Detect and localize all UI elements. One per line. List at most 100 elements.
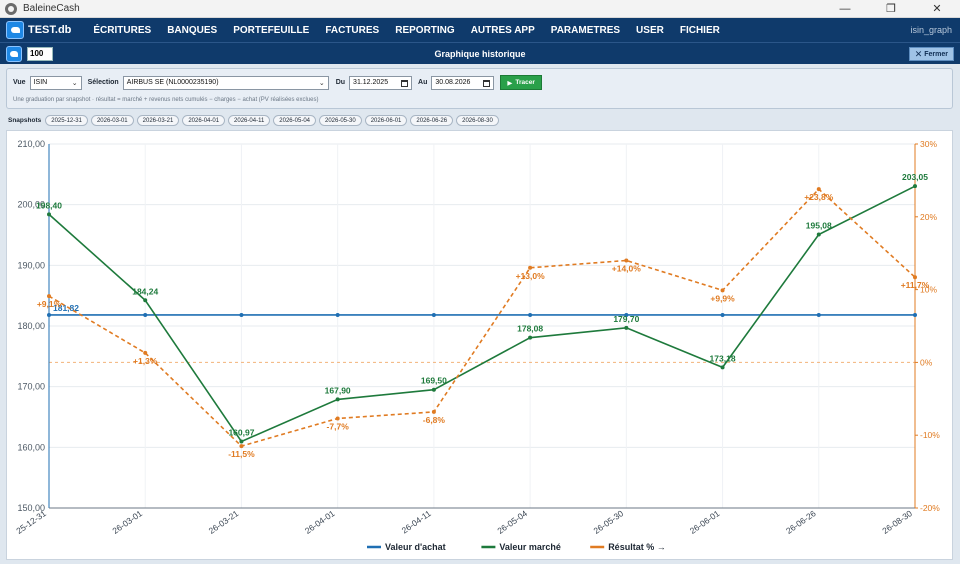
data-label: 195,08 — [806, 221, 832, 231]
date-from-value: 31.12.2025 — [353, 79, 389, 86]
data-label: +11,7% — [901, 280, 930, 290]
snapshot-chip[interactable]: 2026-06-26 — [410, 115, 454, 126]
legend-label: Valeur d'achat — [385, 542, 446, 552]
maximize-button[interactable]: ❐ — [886, 3, 896, 15]
data-label: +1,3% — [133, 356, 158, 366]
menu-banques[interactable]: BANQUES — [167, 24, 218, 36]
data-point — [431, 312, 436, 317]
data-point — [47, 312, 51, 317]
legend-label: Valeur marché — [499, 542, 561, 552]
x-tick-label: 26-04-01 — [303, 508, 337, 536]
x-tick-label: 26-06-26 — [784, 508, 818, 536]
date-from-input[interactable]: 31.12.2025 — [349, 75, 413, 90]
du-label: Du — [335, 79, 346, 86]
data-point — [143, 312, 148, 317]
snapshot-chip[interactable]: 2026-04-11 — [228, 115, 271, 126]
x-tick-label: 26-05-30 — [592, 508, 626, 536]
snapshot-chip[interactable]: 2026-05-30 — [319, 115, 362, 126]
data-point — [624, 325, 629, 330]
menu-factures[interactable]: FACTURES — [325, 24, 380, 36]
y-right-tick-label: -10% — [920, 430, 940, 440]
y-left-tick-label: 190,00 — [17, 260, 45, 270]
db-logo[interactable]: TEST.db — [6, 21, 71, 39]
data-point — [239, 312, 244, 317]
data-label: 179,70 — [613, 314, 639, 324]
trace-button[interactable]: ▶ Tracer — [500, 75, 542, 90]
date-to-value: 30.08.2026 — [435, 79, 471, 86]
data-label: +9,9% — [710, 293, 735, 303]
data-point — [913, 184, 917, 189]
chart-hint: Une graduation par snapshot · résultat =… — [13, 97, 319, 103]
calendar-icon[interactable] — [483, 79, 491, 87]
data-label: +23,8% — [804, 192, 834, 202]
data-point — [720, 312, 725, 317]
vue-label: Vue — [13, 79, 26, 86]
snapshot-chip[interactable]: 2026-04-01 — [182, 115, 226, 126]
snapshot-chip[interactable]: 2026-03-01 — [90, 115, 134, 126]
zoom-input[interactable]: 100 — [27, 46, 53, 61]
data-point — [47, 294, 51, 299]
vue-select[interactable]: ISIN ⌄ — [29, 75, 82, 90]
x-tick-label: 26-03-01 — [110, 508, 144, 536]
selection-label: Sélection — [87, 79, 119, 86]
data-label: 203,05 — [902, 172, 928, 182]
menu-reporting[interactable]: REPORTING — [395, 24, 455, 36]
y-left-tick-label: 170,00 — [17, 382, 45, 392]
menu-parametres[interactable]: PARAMETRES — [550, 24, 621, 36]
close-page-button[interactable]: ✕ Fermer — [908, 47, 954, 61]
data-label: 169,50 — [421, 376, 447, 386]
page-title: Graphique historique — [434, 48, 526, 59]
series-line — [48, 185, 916, 443]
menu-ecritures[interactable]: ÉCRITURES — [93, 24, 152, 36]
vue-select-value: ISIN — [33, 79, 48, 86]
data-point — [528, 312, 533, 317]
data-label: 173,18 — [710, 353, 736, 363]
data-label: 160,97 — [228, 427, 254, 437]
y-left-tick-label: 150,00 — [17, 503, 45, 513]
au-label: Au — [418, 79, 428, 86]
y-left-tick-label: 160,00 — [17, 442, 45, 452]
menu-portefeuille[interactable]: PORTEFEUILLE — [233, 24, 310, 36]
data-point — [335, 397, 340, 402]
data-point — [913, 312, 917, 317]
date-to-input[interactable]: 30.08.2026 — [431, 75, 495, 90]
menu-autres-app[interactable]: AUTRES APP — [470, 24, 535, 36]
data-label: +14,0% — [612, 263, 642, 273]
snapshot-chip[interactable]: 2025-12-31 — [45, 115, 88, 126]
data-point — [913, 275, 917, 280]
data-point — [239, 439, 244, 444]
snapshot-chip[interactable]: 2026-05-04 — [273, 115, 316, 126]
data-label: -11,5% — [228, 449, 255, 459]
data-label: 184,24 — [132, 286, 158, 296]
filter-panel: Vue ISIN ⌄ Sélection AIRBUS SE (NL000023… — [6, 68, 953, 109]
data-point — [528, 265, 533, 270]
data-label: -6,8% — [423, 415, 446, 425]
snapshot-chip[interactable]: 2026-06-01 — [364, 115, 408, 126]
menu-fichier[interactable]: FICHIER — [679, 24, 720, 36]
y-left-tick-label: 200,00 — [17, 200, 45, 210]
selection-select[interactable]: AIRBUS SE (NL0000235190) ⌄ — [122, 75, 329, 90]
db-name: TEST.db — [28, 24, 72, 36]
data-point — [624, 312, 629, 317]
data-label: 181,82 — [53, 303, 79, 313]
minimize-button[interactable]: — — [839, 2, 851, 15]
data-point — [143, 298, 148, 303]
data-point — [816, 187, 821, 192]
menu-user[interactable]: USER — [636, 24, 664, 36]
y-right-tick-label: 30% — [920, 139, 937, 149]
whale-icon[interactable] — [6, 45, 22, 62]
snapshot-chip[interactable]: 2026-08-30 — [456, 115, 499, 126]
y-right-tick-label: 0% — [920, 357, 933, 367]
legend-label: Résultat % → — [608, 542, 666, 552]
page-header-bar: 100 Graphique historique ✕ Fermer — [0, 42, 960, 64]
data-label: 178,08 — [517, 324, 543, 334]
close-window-button[interactable]: ✕ — [932, 3, 942, 15]
window-titlebar: BaleineCash — ❐ ✕ — [0, 0, 960, 18]
series-line — [48, 188, 916, 448]
data-point — [720, 288, 725, 293]
y-left-tick-label: 180,00 — [17, 321, 45, 331]
data-label: +9,1% — [37, 299, 62, 309]
snapshot-chip[interactable]: 2026-03-21 — [136, 115, 180, 126]
y-right-tick-label: -20% — [920, 503, 940, 513]
calendar-icon[interactable] — [401, 79, 409, 87]
